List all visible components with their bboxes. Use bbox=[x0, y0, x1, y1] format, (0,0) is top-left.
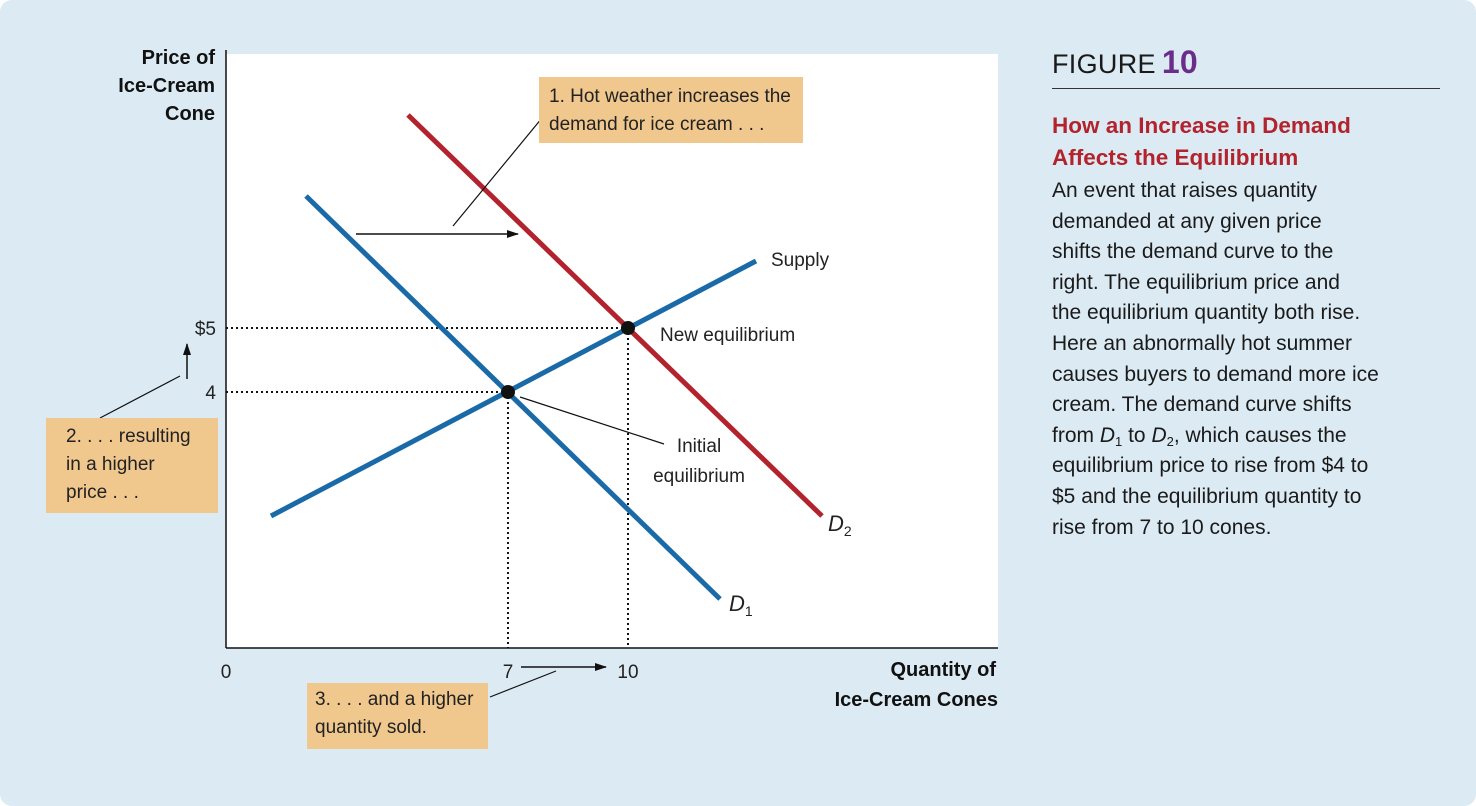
figure-caption: An event that raises quantity demanded a… bbox=[1052, 176, 1452, 543]
figure-label: FIGURE 10 bbox=[1052, 44, 1198, 81]
figure-title-line-1: How an Increase in Demand bbox=[1052, 113, 1351, 138]
caption-d1-letter: D bbox=[1099, 423, 1116, 447]
demand-curve-d2 bbox=[406, 113, 824, 518]
caption-d1-subscript: 1 bbox=[1115, 433, 1123, 449]
caption-line-2: demanded at any given price bbox=[1052, 209, 1322, 233]
higher-price-callout-line-3: price . . . bbox=[66, 482, 139, 503]
initial-equilibrium-point bbox=[501, 385, 515, 399]
hot-weather-callout-line-2: demand for ice cream . . . bbox=[549, 114, 765, 135]
y-axis-label-line-2: Ice-Cream bbox=[118, 75, 215, 97]
x-tick-7: 7 bbox=[503, 662, 514, 683]
x-tick-10: 10 bbox=[617, 662, 638, 683]
plot-area bbox=[226, 54, 998, 648]
figure-title: How an Increase in Demand Affects the Eq… bbox=[1052, 110, 1442, 174]
caption-line-4: right. The equilibrium price and bbox=[1052, 270, 1340, 294]
higher-quantity-callout: 3. . . . and a higher quantity sold. bbox=[307, 683, 488, 749]
initial-equilibrium-label-line-1: Initial bbox=[677, 436, 721, 457]
figure-number: 10 bbox=[1161, 44, 1199, 80]
demand-curve-d1 bbox=[304, 194, 722, 601]
caption-line-7: causes buyers to demand more ice bbox=[1052, 362, 1379, 386]
caption-line-10: equilibrium price to rise from $4 to bbox=[1052, 454, 1369, 478]
hot-weather-callout-line-1: 1. Hot weather increases the bbox=[549, 86, 791, 107]
caption-line-11: $5 and the equilibrium quantity to bbox=[1052, 484, 1362, 508]
higher-price-callout-line-2: in a higher bbox=[66, 454, 155, 475]
new-equilibrium-point bbox=[621, 321, 635, 335]
supply-label: Supply bbox=[771, 250, 830, 271]
hot-weather-callout: 1. Hot weather increases the demand for … bbox=[539, 77, 803, 143]
higher-price-callout: 2. . . . resulting in a higher price . .… bbox=[46, 418, 218, 513]
hot-weather-leader bbox=[452, 117, 543, 227]
higher-price-leader bbox=[99, 375, 181, 419]
caption-line-8: cream. The demand curve shifts bbox=[1052, 393, 1352, 417]
figure-divider bbox=[1052, 88, 1440, 89]
y-tick-5: $5 bbox=[195, 319, 216, 340]
caption-line-9: from D1 to D2, which causes the bbox=[1052, 421, 1452, 452]
y-tick-4: 4 bbox=[205, 383, 216, 404]
caption-d2-subscript: 2 bbox=[1166, 433, 1174, 449]
d1-subscript: 1 bbox=[745, 603, 753, 619]
caption-line-9-b: to bbox=[1122, 423, 1152, 447]
initial-equilibrium-leader bbox=[519, 396, 665, 445]
y-axis-label-line-3: Cone bbox=[165, 103, 215, 125]
origin-label: 0 bbox=[221, 662, 232, 683]
caption-line-9-a: from bbox=[1052, 423, 1100, 447]
higher-quantity-callout-line-1: 3. . . . and a higher bbox=[315, 689, 474, 710]
d1-letter: D bbox=[729, 591, 745, 616]
caption-d2-letter: D bbox=[1151, 423, 1167, 447]
higher-quantity-callout-line-2: quantity sold. bbox=[315, 717, 427, 738]
y-axis-label-line-1: Price of bbox=[142, 47, 216, 69]
caption-line-12: rise from 7 to 10 cones. bbox=[1052, 515, 1272, 539]
x-axis-label-line-2: Ice-Cream Cones bbox=[835, 689, 998, 711]
d2-label: D2 bbox=[828, 511, 852, 539]
caption-line-5: the equilibrium quantity both rise. bbox=[1052, 301, 1361, 325]
caption-line-3: shifts the demand curve to the bbox=[1052, 240, 1334, 264]
initial-equilibrium-label-line-2: equilibrium bbox=[653, 466, 745, 487]
new-equilibrium-label: New equilibrium bbox=[660, 325, 795, 346]
figure-title-line-2: Affects the Equilibrium bbox=[1052, 145, 1299, 170]
caption-line-6: Here an abnormally hot summer bbox=[1052, 331, 1352, 355]
higher-quantity-leader bbox=[489, 670, 557, 698]
caption-line-1: An event that raises quantity bbox=[1052, 179, 1317, 202]
x-axis-label-line-1: Quantity of bbox=[890, 659, 996, 681]
d2-subscript: 2 bbox=[844, 523, 852, 539]
figure-label-text: FIGURE bbox=[1052, 49, 1156, 79]
d2-letter: D bbox=[828, 511, 844, 536]
caption-line-9-c: , which causes the bbox=[1173, 423, 1347, 447]
higher-price-callout-line-1: 2. . . . resulting bbox=[66, 426, 191, 447]
d1-label: D1 bbox=[729, 591, 753, 619]
